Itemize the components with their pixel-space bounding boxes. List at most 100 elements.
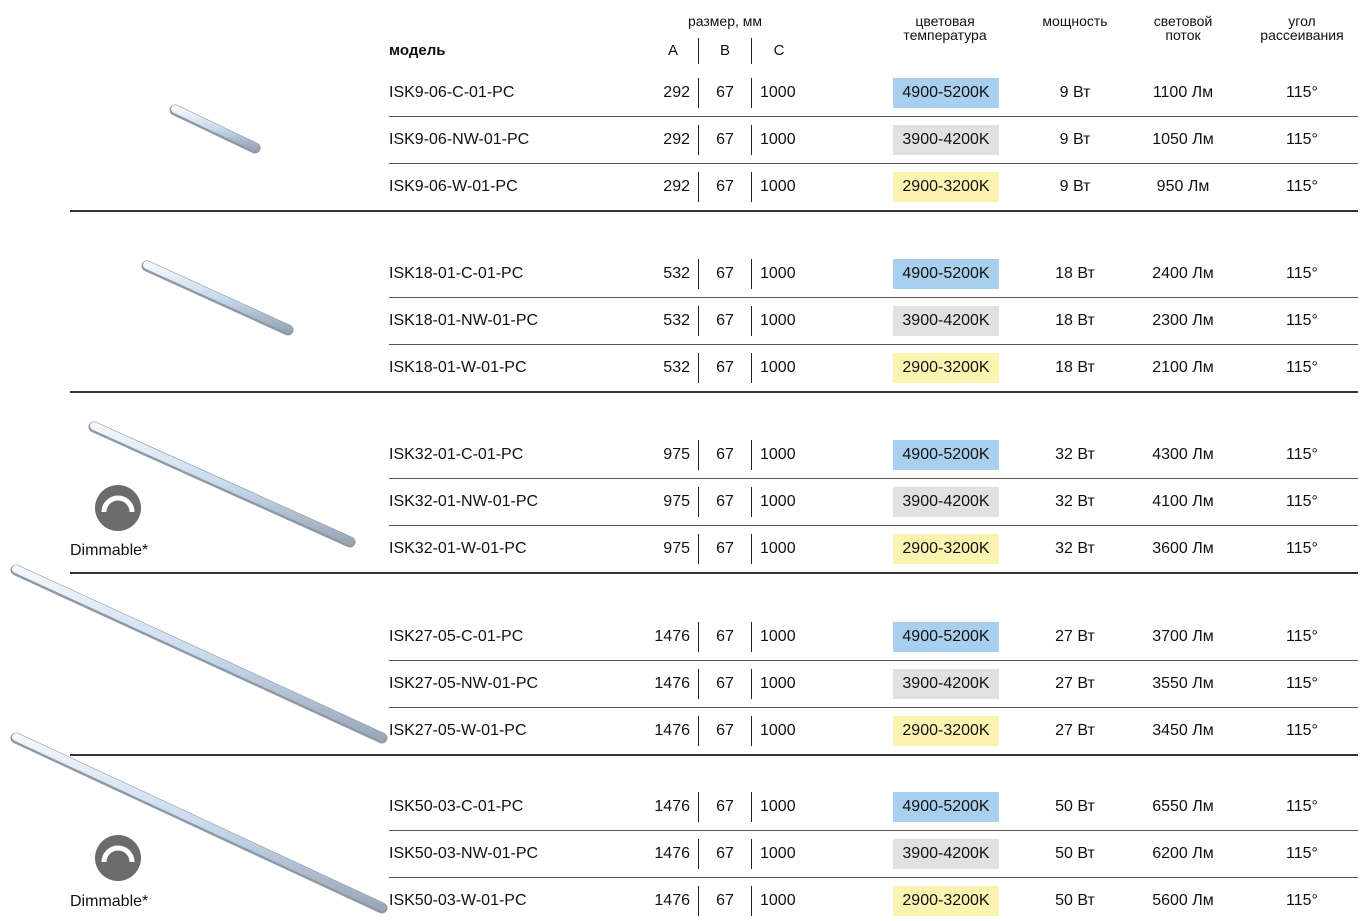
dimmer-icon xyxy=(95,835,141,881)
dim-c-cell: 1000 xyxy=(760,178,796,195)
dim-b-cell: 67 xyxy=(716,540,734,557)
linear-lamp-icon xyxy=(88,421,356,548)
model-cell: ISK9-06-W-01-PC xyxy=(389,178,518,195)
power-cell: 9 Вт xyxy=(1059,84,1091,101)
dim-a-cell: 1476 xyxy=(654,892,690,909)
model-cell: ISK9-06-C-01-PC xyxy=(389,84,515,101)
header-color-temp-line1: цветовая xyxy=(915,13,975,29)
dimension-separator xyxy=(751,259,752,289)
row-divider xyxy=(389,344,1358,345)
header-dim-c: C xyxy=(773,42,785,59)
dim-b-cell: 67 xyxy=(716,628,734,645)
color-temp-badge: 4900-5200K xyxy=(893,78,999,108)
dim-c-cell: 1000 xyxy=(760,845,796,862)
model-cell: ISK32-01-C-01-PC xyxy=(389,446,524,463)
header-angle-line2: рассеивания xyxy=(1260,27,1344,43)
dim-b-cell: 67 xyxy=(716,265,734,282)
power-cell: 27 Вт xyxy=(1055,722,1095,739)
angle-cell: 115° xyxy=(1286,131,1318,148)
dimension-separator xyxy=(751,440,752,470)
color-temp-badge: 4900-5200K xyxy=(893,622,999,652)
color-temp-badge: 2900-3200K xyxy=(893,353,999,383)
angle-cell: 115° xyxy=(1286,359,1318,376)
color-temp-badge: 2900-3200K xyxy=(893,534,999,564)
dim-b-cell: 67 xyxy=(716,845,734,862)
dim-b-cell: 67 xyxy=(716,493,734,510)
dimension-separator xyxy=(698,534,699,564)
angle-cell: 115° xyxy=(1286,446,1318,463)
dimension-separator xyxy=(698,839,699,869)
dimension-separator xyxy=(751,792,752,822)
dim-a-cell: 975 xyxy=(663,446,690,463)
model-cell: ISK18-01-NW-01-PC xyxy=(389,312,539,329)
dimension-separator xyxy=(698,78,699,108)
flux-cell: 3700 Лм xyxy=(1152,628,1214,645)
dimension-separator xyxy=(751,172,752,202)
dim-a-cell: 532 xyxy=(663,265,690,282)
group-divider xyxy=(70,391,1358,393)
dim-a-cell: 532 xyxy=(663,359,690,376)
power-cell: 27 Вт xyxy=(1055,628,1095,645)
color-temp-badge: 2900-3200K xyxy=(893,716,999,746)
header-power: мощность xyxy=(1042,13,1108,29)
dimension-separator xyxy=(751,716,752,746)
power-cell: 9 Вт xyxy=(1059,131,1091,148)
angle-cell: 115° xyxy=(1286,675,1318,692)
header-dim-b: B xyxy=(719,42,730,59)
color-temp-badge: 2900-3200K xyxy=(893,886,999,916)
dimmable-label: Dimmable* xyxy=(70,893,149,910)
dim-b-cell: 67 xyxy=(716,675,734,692)
model-cell: ISK32-01-W-01-PC xyxy=(389,540,527,557)
dim-c-cell: 1000 xyxy=(760,493,796,510)
angle-cell: 115° xyxy=(1286,540,1318,557)
dim-a-cell: 1476 xyxy=(654,798,690,815)
dimension-separator xyxy=(751,669,752,699)
dim-c-cell: 1000 xyxy=(760,131,796,148)
dimension-separator xyxy=(751,78,752,108)
model-cell: ISK50-03-NW-01-PC xyxy=(389,845,539,862)
color-temp-badge: 3900-4200K xyxy=(893,125,999,155)
power-cell: 9 Вт xyxy=(1059,178,1091,195)
flux-cell: 3450 Лм xyxy=(1152,722,1214,739)
dim-c-cell: 1000 xyxy=(760,359,796,376)
flux-cell: 5600 Лм xyxy=(1152,892,1214,909)
dim-a-cell: 292 xyxy=(663,84,690,101)
flux-cell: 950 Лм xyxy=(1156,178,1210,195)
header-flux-line1: световой xyxy=(1153,13,1213,29)
power-cell: 50 Вт xyxy=(1055,892,1095,909)
dim-c-cell: 1000 xyxy=(760,312,796,329)
dim-c-cell: 1000 xyxy=(760,798,796,815)
dimension-separator xyxy=(751,306,752,336)
dimension-separator xyxy=(751,622,752,652)
dim-a-cell: 532 xyxy=(663,312,690,329)
model-cell: ISK27-05-W-01-PC xyxy=(389,722,527,739)
dimension-separator xyxy=(751,125,752,155)
dimension-separator xyxy=(751,353,752,383)
power-cell: 27 Вт xyxy=(1055,675,1095,692)
row-divider xyxy=(389,660,1358,661)
angle-cell: 115° xyxy=(1286,892,1318,909)
header-flux: световой поток xyxy=(1135,14,1231,42)
dimension-separator xyxy=(698,306,699,336)
row-divider xyxy=(389,707,1358,708)
dimmer-icon xyxy=(95,485,141,531)
dim-a-cell: 1476 xyxy=(654,628,690,645)
dimmable-label: Dimmable* xyxy=(70,542,149,559)
angle-cell: 115° xyxy=(1286,178,1318,195)
dim-b-cell: 67 xyxy=(716,178,734,195)
header-flux-line2: поток xyxy=(1165,27,1201,43)
model-cell: ISK50-03-C-01-PC xyxy=(389,798,524,815)
flux-cell: 2400 Лм xyxy=(1152,265,1214,282)
flux-cell: 2100 Лм xyxy=(1152,359,1214,376)
flux-cell: 4300 Лм xyxy=(1152,446,1214,463)
angle-cell: 115° xyxy=(1286,493,1318,510)
color-temp-badge: 2900-3200K xyxy=(893,172,999,202)
dimension-separator xyxy=(698,125,699,155)
dim-a-cell: 1476 xyxy=(654,675,690,692)
row-divider xyxy=(389,525,1358,526)
flux-cell: 1100 Лм xyxy=(1152,84,1214,101)
dimension-separator xyxy=(698,669,699,699)
flux-cell: 2300 Лм xyxy=(1152,312,1214,329)
dimension-separator xyxy=(698,172,699,202)
